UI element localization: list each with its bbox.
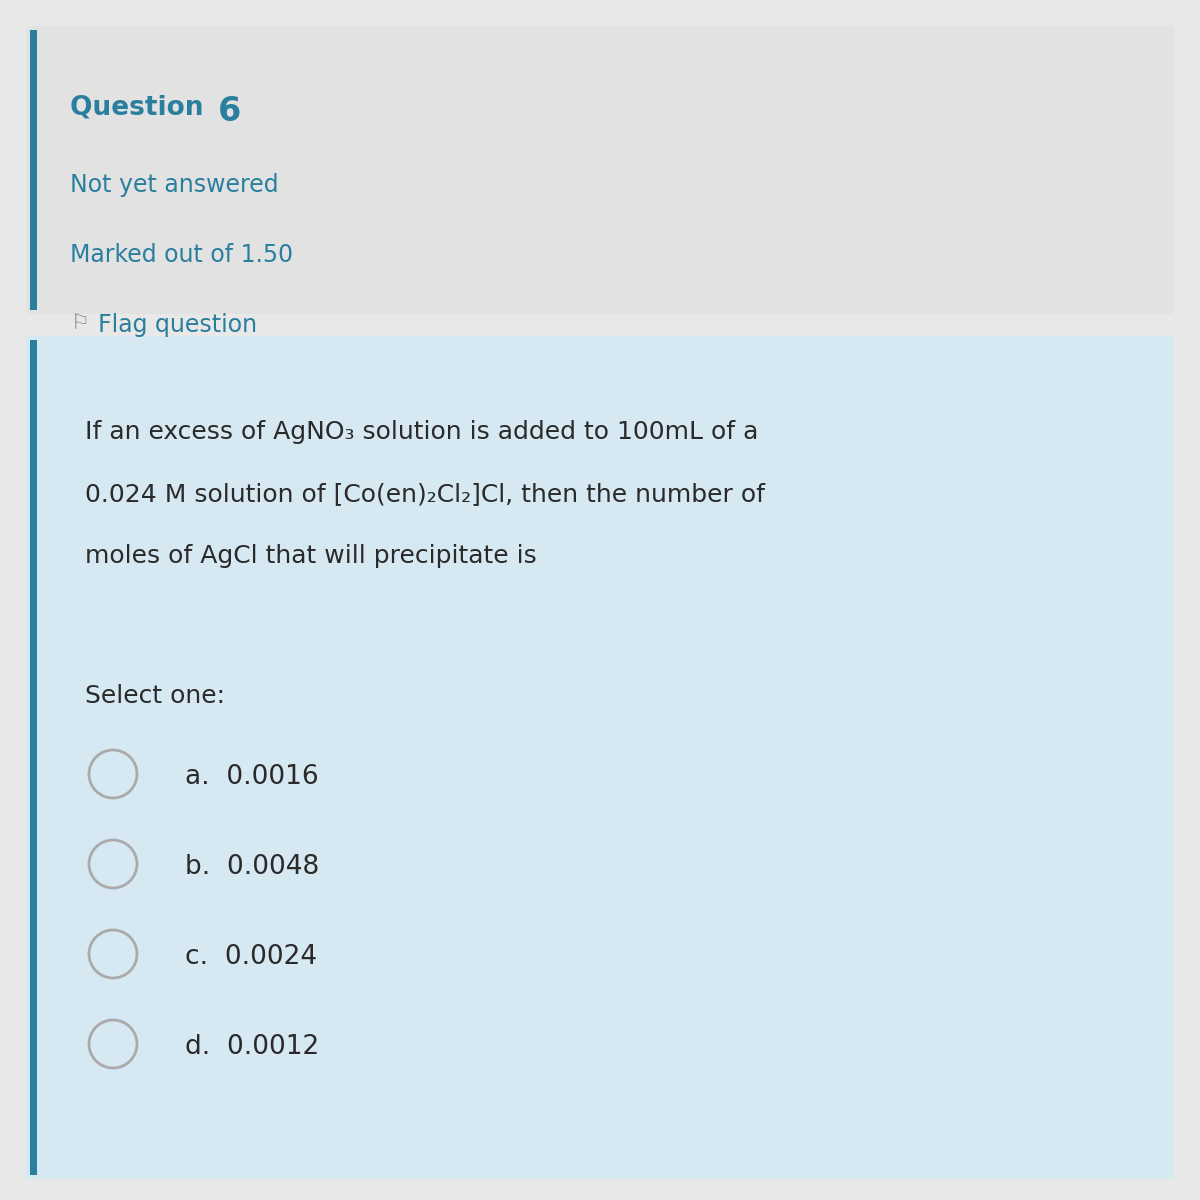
- FancyBboxPatch shape: [26, 26, 1174, 314]
- Text: Not yet answered: Not yet answered: [70, 173, 278, 197]
- Text: b.  0.0048: b. 0.0048: [185, 854, 319, 880]
- Bar: [30, 340, 37, 1175]
- FancyBboxPatch shape: [26, 336, 1174, 1178]
- Text: d.  0.0012: d. 0.0012: [185, 1034, 319, 1060]
- Text: If an excess of AgNO₃ solution is added to 100mL of a: If an excess of AgNO₃ solution is added …: [85, 420, 758, 444]
- Text: Question: Question: [70, 95, 212, 121]
- Text: Marked out of 1.50: Marked out of 1.50: [70, 242, 293, 266]
- Bar: [30, 30, 37, 310]
- Text: 0.024 M solution of [Co(en)₂Cl₂]Cl, then the number of: 0.024 M solution of [Co(en)₂Cl₂]Cl, then…: [85, 482, 766, 506]
- Text: a.  0.0016: a. 0.0016: [185, 764, 319, 790]
- Text: Flag question: Flag question: [98, 313, 257, 337]
- Text: ⚐: ⚐: [70, 313, 89, 332]
- Text: 6: 6: [218, 95, 241, 128]
- Text: moles of AgCl that will precipitate is: moles of AgCl that will precipitate is: [85, 544, 536, 568]
- Text: Select one:: Select one:: [85, 684, 226, 708]
- Text: c.  0.0024: c. 0.0024: [185, 944, 317, 970]
